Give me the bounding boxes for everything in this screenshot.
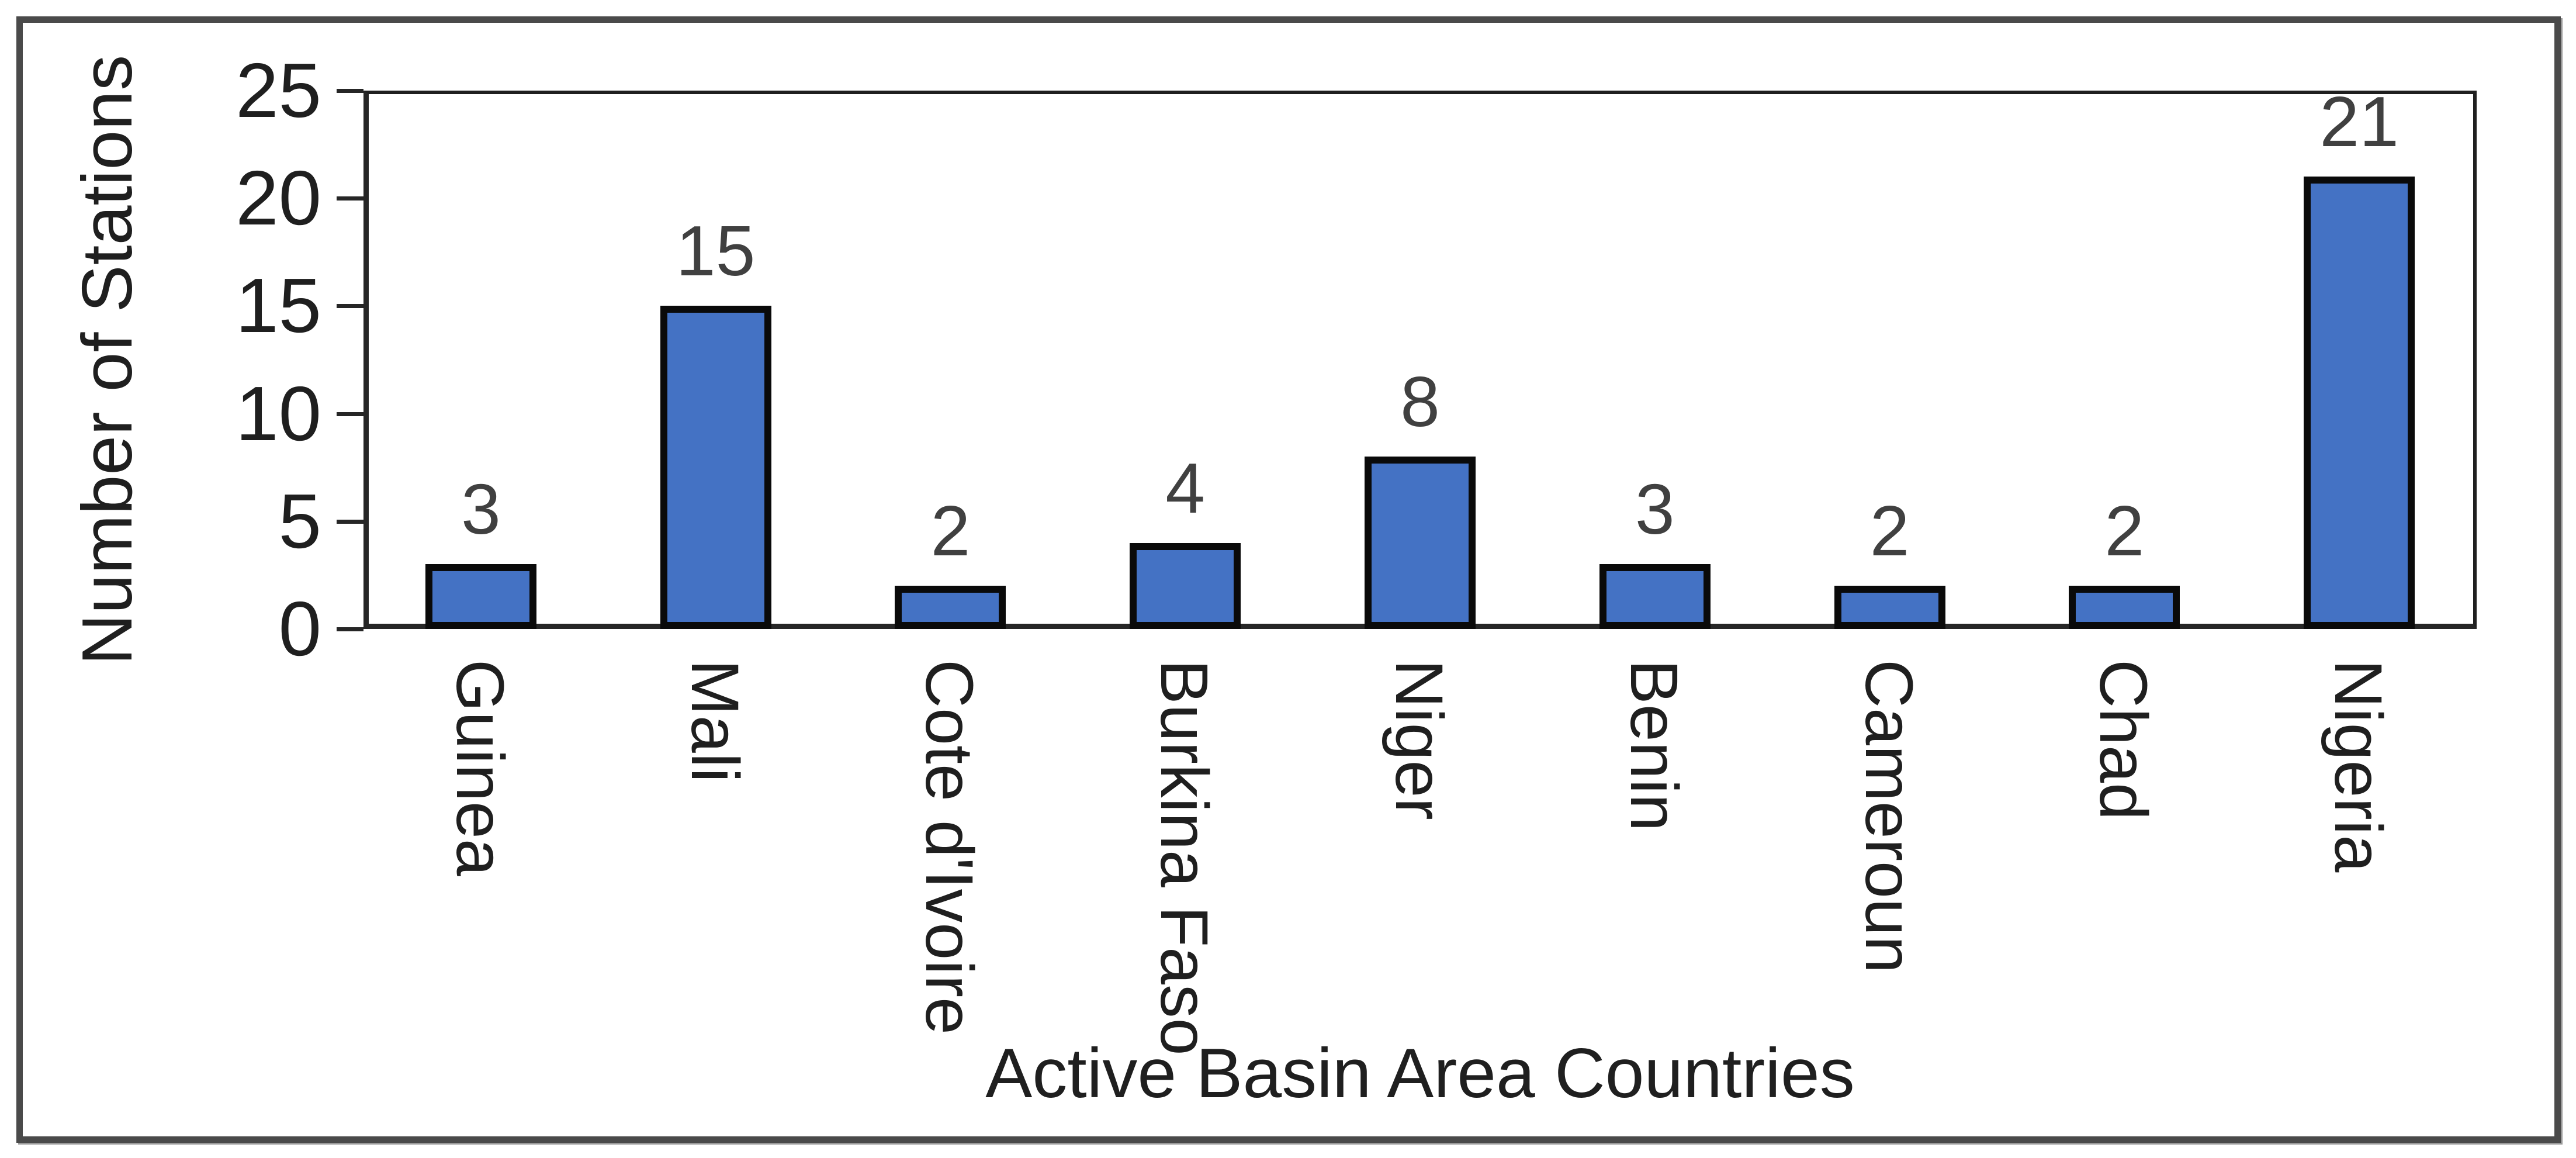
bar-value-label: 2 [1869,491,1910,571]
x-category-label: Niger [1382,659,1456,820]
y-tick-label: 10 [236,370,321,457]
y-tick-mark [337,519,363,524]
y-tick-label: 5 [278,478,321,564]
bar-value-label: 21 [2319,82,2399,162]
bar-value-label: 4 [1165,448,1206,528]
bar-benin [1599,564,1711,629]
bar-burkina-faso [1130,542,1241,629]
y-tick-label: 25 [236,47,321,133]
y-tick-mark [337,627,363,631]
bar-niger [1365,457,1476,629]
x-axis-title: Active Basin Area Countries [985,1034,1855,1112]
x-category-label: Cameroun [1851,659,1926,973]
x-category-label: Burkina Faso [1147,659,1222,1056]
x-category-label: Chad [2086,659,2161,820]
bar-guinea [425,564,536,629]
y-tick-mark [337,304,363,309]
bar-value-label: 3 [1635,469,1675,549]
bar-value-label: 8 [1400,362,1440,442]
bar-nigeria [2304,177,2415,629]
bar-value-label: 2 [2104,491,2145,571]
bar-chad [2069,586,2180,629]
bar-value-label: 15 [676,211,756,291]
x-category-label: Nigeria [2321,659,2396,873]
y-tick-mark [337,412,363,416]
x-category-label: Benin [1616,659,1691,832]
bar-mali [660,306,771,629]
y-tick-mark [337,89,363,93]
bar-cameroun [1834,586,1945,629]
bar-value-label: 3 [461,469,501,549]
x-category-label: Guinea [442,659,517,876]
y-tick-mark [337,196,363,201]
x-category-label: Cote d'Ivoire [912,659,987,1035]
x-category-label: Mali [677,659,752,783]
y-axis-title: Number of Stations [67,54,147,666]
y-tick-label: 20 [236,155,321,241]
y-tick-label: 15 [236,262,321,349]
bar-cote-d-ivoire [895,586,1006,629]
y-tick-label: 0 [278,586,321,672]
bar-value-label: 2 [930,491,971,571]
